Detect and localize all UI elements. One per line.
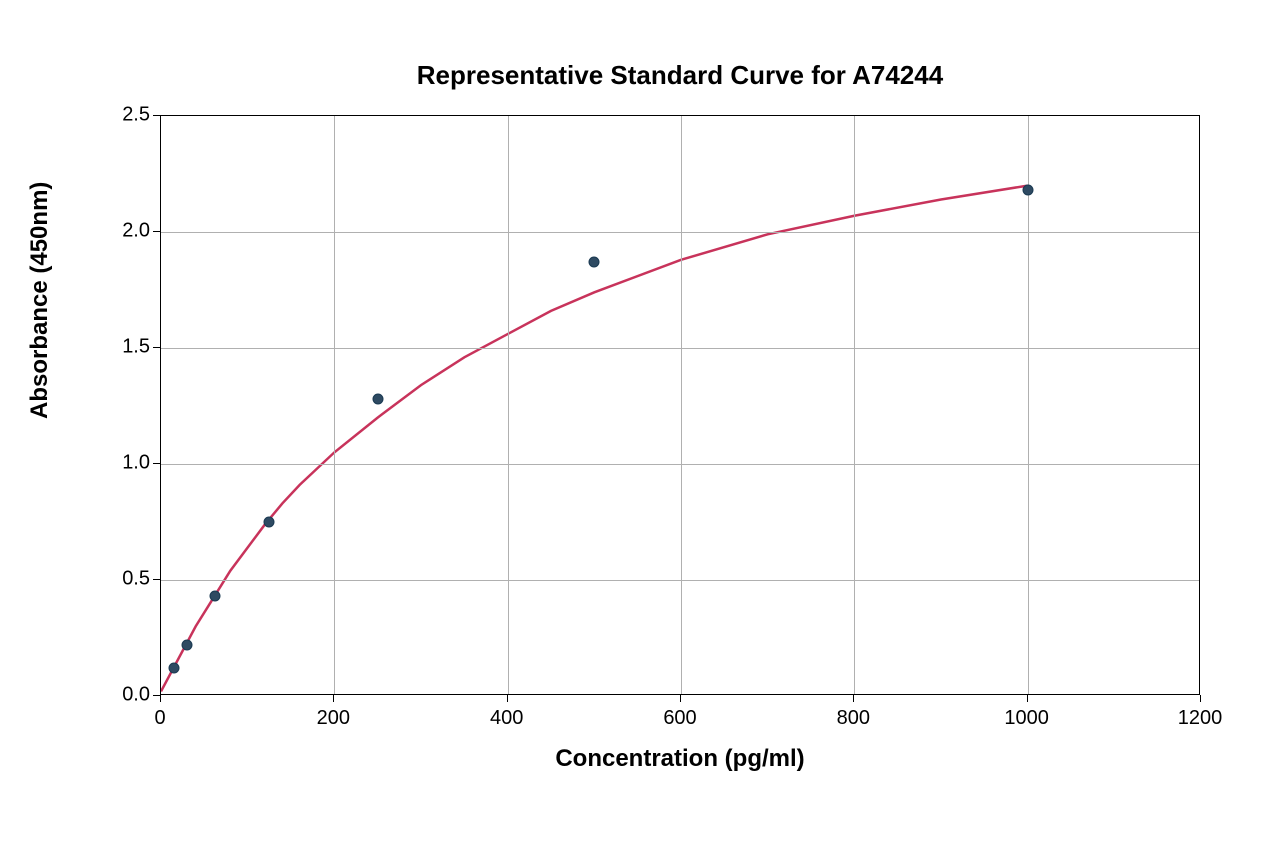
grid-line-v	[681, 116, 682, 694]
x-tick-label: 1000	[1004, 707, 1049, 730]
x-tick-mark	[160, 695, 161, 702]
x-tick-mark	[507, 695, 508, 702]
y-axis-label: Absorbance (450nm)	[26, 389, 54, 419]
x-tick-mark	[333, 695, 334, 702]
grid-line-v	[334, 116, 335, 694]
x-tick-label: 200	[317, 707, 350, 730]
y-tick-mark	[153, 463, 160, 464]
x-axis-label: Concentration (pg/ml)	[520, 745, 840, 773]
y-tick-mark	[153, 231, 160, 232]
data-point	[169, 663, 180, 674]
grid-line-v	[854, 116, 855, 694]
y-tick-mark	[153, 115, 160, 116]
data-point	[372, 394, 383, 405]
y-tick-label: 1.0	[110, 452, 150, 475]
grid-line-v	[1028, 116, 1029, 694]
chart-title: Representative Standard Curve for A74244	[160, 60, 1200, 91]
y-tick-label: 0.5	[110, 568, 150, 591]
x-tick-label: 1200	[1178, 707, 1223, 730]
data-point	[589, 257, 600, 268]
y-tick-label: 0.0	[110, 684, 150, 707]
plot-area	[160, 115, 1200, 695]
x-tick-label: 0	[154, 707, 165, 730]
data-point	[182, 639, 193, 650]
y-tick-mark	[153, 695, 160, 696]
y-tick-label: 1.5	[110, 336, 150, 359]
x-tick-mark	[1027, 695, 1028, 702]
grid-line-h	[161, 232, 1199, 233]
x-tick-label: 600	[663, 707, 696, 730]
chart-container: Representative Standard Curve for A74244…	[0, 0, 1280, 845]
grid-line-h	[161, 580, 1199, 581]
data-point	[209, 591, 220, 602]
x-tick-label: 800	[837, 707, 870, 730]
grid-line-v	[508, 116, 509, 694]
x-tick-mark	[680, 695, 681, 702]
x-tick-mark	[853, 695, 854, 702]
x-tick-label: 400	[490, 707, 523, 730]
y-tick-mark	[153, 347, 160, 348]
data-point	[1022, 185, 1033, 196]
grid-line-h	[161, 348, 1199, 349]
x-tick-mark	[1200, 695, 1201, 702]
grid-line-h	[161, 464, 1199, 465]
y-tick-label: 2.5	[110, 104, 150, 127]
y-tick-label: 2.0	[110, 220, 150, 243]
y-tick-mark	[153, 579, 160, 580]
data-point	[264, 517, 275, 528]
